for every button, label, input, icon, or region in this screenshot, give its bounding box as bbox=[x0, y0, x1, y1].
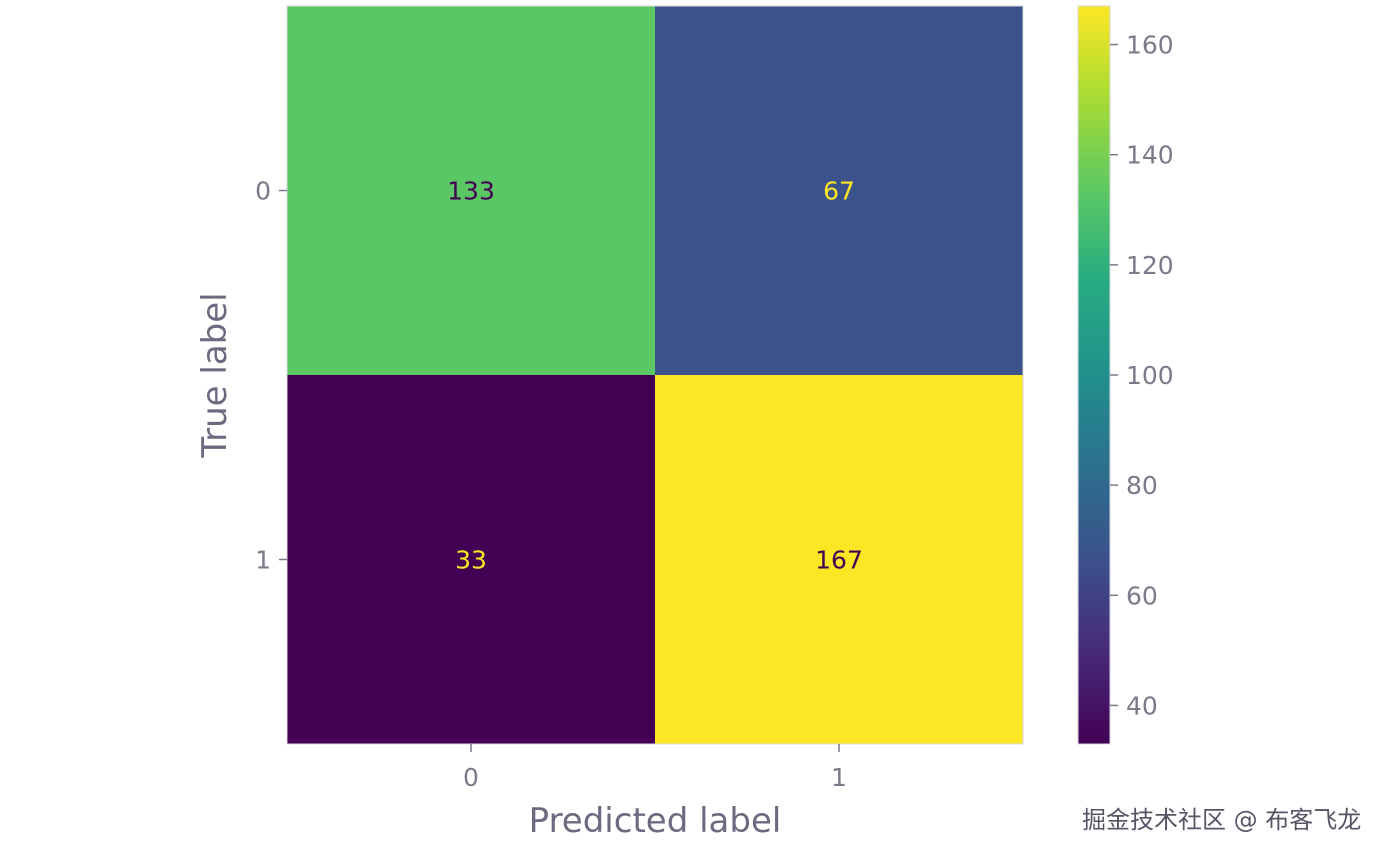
colorbar-tick-label-3: 100 bbox=[1126, 361, 1174, 390]
y-axis-ticks: 01 bbox=[255, 177, 287, 575]
colorbar-tick-label-6: 160 bbox=[1126, 31, 1174, 60]
heatmap-cell-0-1 bbox=[655, 6, 1023, 375]
colorbar-tick-label-4: 120 bbox=[1126, 251, 1174, 280]
x-tick-label-0: 0 bbox=[463, 763, 479, 792]
x-tick-label-1: 1 bbox=[831, 763, 847, 792]
colorbar-tick-label-1: 60 bbox=[1126, 581, 1158, 610]
plot-frame bbox=[286, 5, 1024, 745]
colorbar: 40 60 80 100 120 140 160 bbox=[1077, 5, 1174, 745]
heatmap-cell-1-0 bbox=[287, 375, 655, 744]
cell-value-labels: 133 67 33 167 bbox=[447, 177, 863, 575]
heatmap-cells bbox=[287, 6, 1023, 744]
cell-value-0-1: 67 bbox=[823, 177, 855, 206]
x-axis-label: Predicted label bbox=[529, 801, 782, 841]
y-axis-label: True label bbox=[195, 292, 235, 458]
y-tick-label-0: 0 bbox=[255, 177, 271, 206]
colorbar-tick-label-0: 40 bbox=[1126, 691, 1158, 720]
cell-value-1-0: 33 bbox=[455, 546, 487, 575]
y-tick-label-1: 1 bbox=[255, 546, 271, 575]
heatmap-cell-1-1 bbox=[655, 375, 1023, 744]
watermark-text: 掘金技术社区 @ 布客飞龙 bbox=[1082, 806, 1362, 834]
heatmap-cell-0-0 bbox=[287, 6, 655, 375]
colorbar-bar bbox=[1077, 5, 1111, 745]
colorbar-tick-label-5: 140 bbox=[1126, 141, 1174, 170]
cell-value-1-1: 167 bbox=[815, 546, 863, 575]
colorbar-tick-label-2: 80 bbox=[1126, 471, 1158, 500]
cell-value-0-0: 133 bbox=[447, 177, 495, 206]
